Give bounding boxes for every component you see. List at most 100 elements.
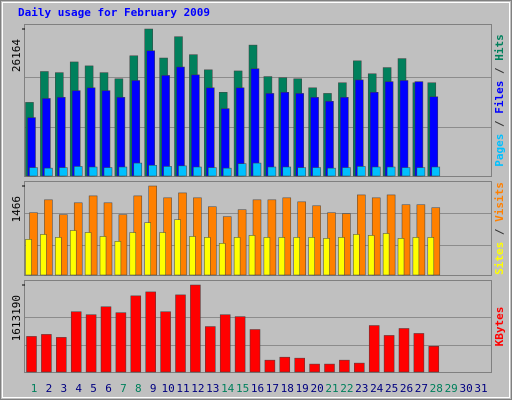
x-tick-label: 8 bbox=[135, 382, 142, 395]
x-tick-label: 22 bbox=[340, 382, 353, 395]
bar bbox=[25, 239, 32, 276]
bar bbox=[293, 237, 300, 276]
bar bbox=[248, 235, 256, 276]
bar bbox=[267, 166, 277, 177]
legend-separator: / bbox=[493, 114, 506, 134]
bar bbox=[327, 167, 336, 177]
bar bbox=[413, 333, 425, 373]
bar bbox=[56, 337, 67, 373]
bar bbox=[116, 97, 126, 177]
bar bbox=[279, 356, 291, 373]
bar bbox=[191, 74, 200, 177]
bar bbox=[369, 92, 379, 177]
bar bbox=[265, 93, 275, 177]
bar bbox=[401, 167, 411, 177]
bar bbox=[399, 80, 409, 177]
bar bbox=[384, 81, 394, 177]
bar bbox=[278, 237, 286, 276]
legend-entry: Files bbox=[493, 81, 506, 114]
legend-entry: KBytes bbox=[493, 307, 506, 347]
x-tick-label: 19 bbox=[296, 382, 309, 395]
bar bbox=[427, 237, 435, 276]
bar bbox=[342, 167, 351, 177]
y-tick-label: 1613190 bbox=[10, 295, 23, 341]
bar bbox=[218, 243, 226, 276]
bar bbox=[353, 234, 360, 276]
bar bbox=[428, 346, 440, 373]
bar bbox=[29, 167, 38, 177]
bar bbox=[159, 232, 166, 276]
bar bbox=[308, 237, 315, 276]
bar bbox=[431, 166, 441, 177]
bar bbox=[131, 80, 141, 177]
bar bbox=[264, 359, 276, 373]
bar bbox=[429, 96, 439, 177]
bar bbox=[206, 87, 215, 177]
bar bbox=[371, 166, 381, 177]
bar bbox=[88, 166, 98, 177]
bar bbox=[309, 363, 320, 373]
bar bbox=[118, 166, 128, 177]
bar bbox=[310, 97, 319, 177]
bar bbox=[339, 359, 350, 373]
x-tick-label: 26 bbox=[400, 382, 413, 395]
bar bbox=[133, 162, 143, 177]
x-tick-label: 25 bbox=[385, 382, 398, 395]
bar bbox=[237, 163, 247, 177]
bar bbox=[263, 237, 271, 276]
x-tick-label: 23 bbox=[355, 382, 368, 395]
bar bbox=[386, 166, 396, 177]
x-tick-label: 13 bbox=[206, 382, 219, 395]
x-tick-label: 12 bbox=[191, 382, 204, 395]
bar bbox=[41, 334, 52, 373]
x-tick-label: 2 bbox=[46, 382, 53, 395]
x-tick-label: 20 bbox=[310, 382, 323, 395]
bar bbox=[338, 237, 345, 276]
bar bbox=[69, 230, 77, 276]
bar bbox=[295, 93, 304, 177]
bar bbox=[340, 97, 349, 177]
y-tick-label: 26164 bbox=[10, 39, 23, 72]
x-tick-label: 28 bbox=[430, 382, 443, 395]
bar bbox=[114, 241, 122, 276]
x-tick-label: 10 bbox=[161, 382, 174, 395]
bar bbox=[103, 167, 113, 177]
x-tick-label: 9 bbox=[150, 382, 157, 395]
bar bbox=[204, 237, 211, 276]
bar bbox=[323, 238, 330, 276]
legend-entry: Sites bbox=[493, 242, 506, 275]
bar bbox=[324, 363, 335, 373]
x-tick-label: 31 bbox=[474, 382, 487, 395]
x-tick-label: 30 bbox=[459, 382, 472, 395]
bar bbox=[73, 166, 83, 177]
bar bbox=[412, 237, 420, 276]
x-tick-label: 18 bbox=[281, 382, 294, 395]
x-tick-label: 21 bbox=[325, 382, 338, 395]
bar bbox=[44, 167, 53, 177]
bar bbox=[40, 234, 47, 276]
bar bbox=[354, 362, 365, 373]
bar bbox=[297, 167, 306, 177]
x-tick-label: 29 bbox=[445, 382, 458, 395]
bar bbox=[71, 90, 81, 177]
x-tick-label: 16 bbox=[251, 382, 264, 395]
x-tick-label: 27 bbox=[415, 382, 428, 395]
x-tick-label: 17 bbox=[266, 382, 279, 395]
bar bbox=[99, 236, 107, 276]
x-tick-label: 1 bbox=[31, 382, 38, 395]
bar bbox=[148, 165, 157, 177]
bar bbox=[234, 316, 246, 373]
bar bbox=[193, 166, 202, 177]
bar bbox=[27, 117, 36, 177]
bar bbox=[367, 235, 375, 276]
bar bbox=[100, 306, 112, 373]
legend-separator: / bbox=[493, 61, 506, 81]
bar bbox=[42, 98, 51, 177]
bar bbox=[26, 336, 37, 373]
bar bbox=[252, 162, 262, 177]
x-tick-label: 11 bbox=[176, 382, 189, 395]
bar bbox=[115, 312, 127, 373]
bar bbox=[368, 325, 380, 373]
